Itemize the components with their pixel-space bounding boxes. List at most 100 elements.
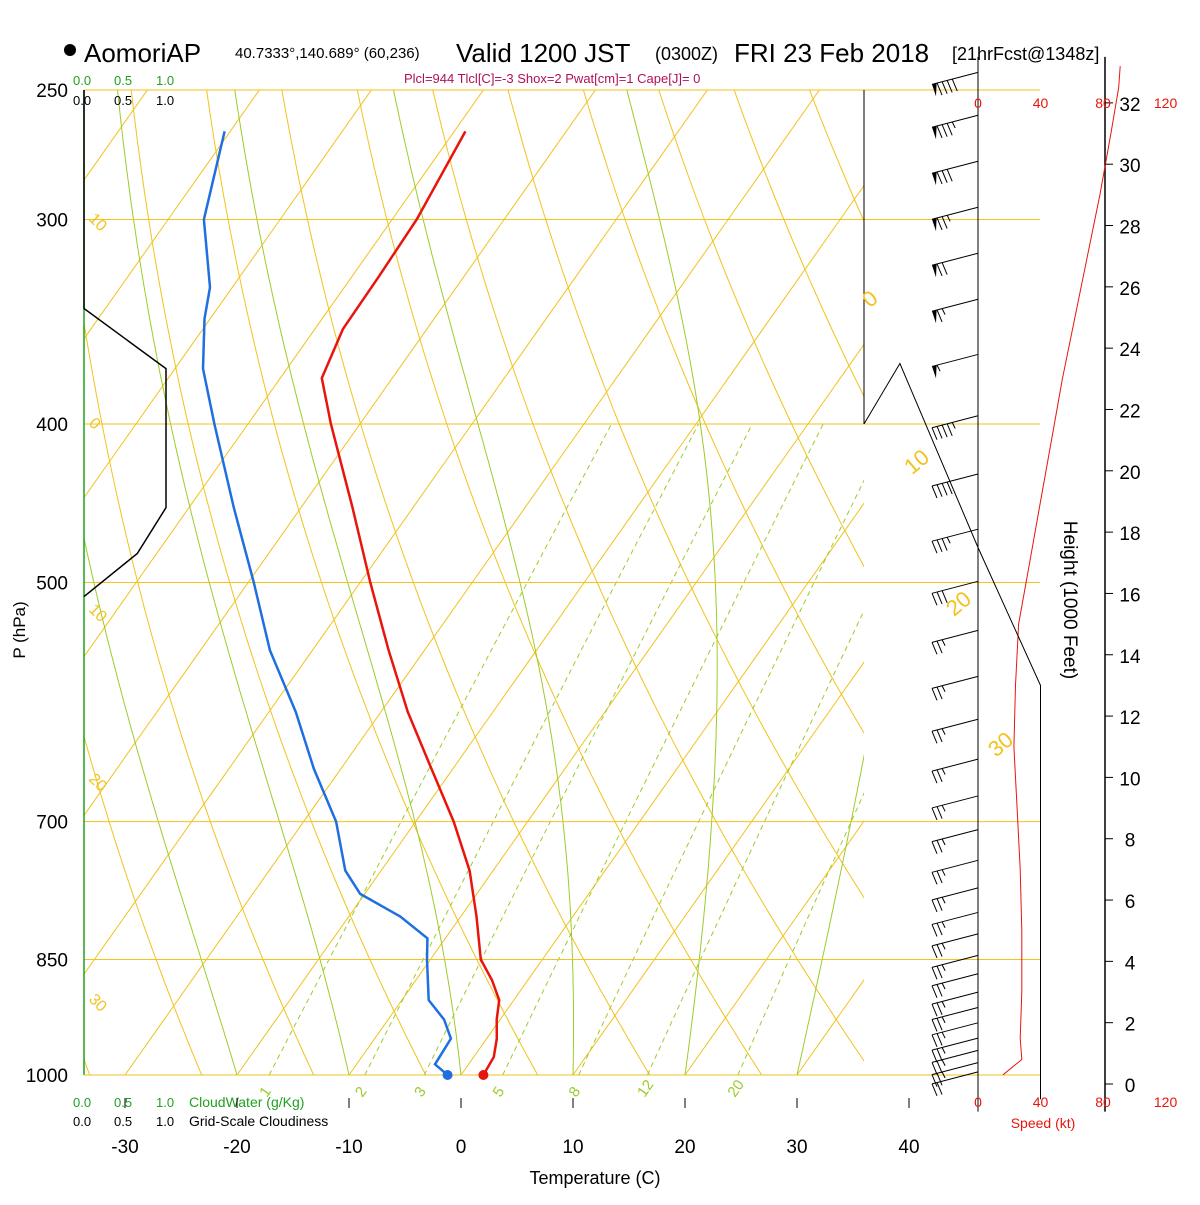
station-coords: 40.7333°,140.689° (60,236): [235, 45, 420, 62]
surface-dewpoint-dot: [443, 1070, 453, 1080]
wind-barb-flag: [942, 425, 947, 437]
isotherm-label-right-0: 0: [857, 285, 882, 312]
x-tick-label-3: 0: [456, 1137, 467, 1158]
wind-barb-halfflag: [942, 897, 945, 903]
wind-barb-flag: [932, 900, 937, 912]
wind-barb-flag: [937, 1049, 942, 1061]
wind-barb: [932, 72, 978, 96]
wind-barb-flag: [947, 80, 952, 92]
wind-barb-halfflag: [942, 640, 945, 646]
wind-barbs: [932, 72, 978, 1096]
wind-barb-staff: [932, 416, 978, 428]
surface-temperature-dot: [478, 1070, 488, 1080]
x-tick-label-7: 40: [898, 1137, 919, 1158]
x-tick-label-6: 30: [786, 1137, 807, 1158]
wind-barb: [932, 830, 978, 854]
wind-barb-flag: [947, 424, 952, 436]
speed-axis-title: Speed (kt): [1011, 1115, 1076, 1131]
cloudiness-tick-top-0: 0.0: [73, 93, 91, 108]
wind-barb-staff: [932, 830, 978, 842]
x-tick-label-2: -10: [335, 1137, 362, 1158]
cloudwater-tick-bottom-1: 0.5: [114, 1095, 132, 1110]
wind-barb: [932, 416, 978, 440]
cloudwater-tick-top-1: 0.5: [114, 73, 132, 88]
height-tick-label-4: 8: [1125, 831, 1136, 852]
wind-barb-flag: [942, 171, 947, 183]
dry-adiabat-label-2: 10: [85, 601, 110, 626]
wind-barb-staff: [932, 676, 978, 688]
wind-barb-halfflag: [942, 768, 945, 774]
wind-barb-pennant: [932, 126, 937, 139]
wind-barb: [932, 529, 978, 553]
cloudiness-tick-bottom-0: 0.0: [73, 1114, 91, 1129]
height-tick-label-1: 2: [1125, 1015, 1136, 1036]
height-tick-label-0: 0: [1125, 1076, 1136, 1097]
wind-barb-flag: [937, 264, 942, 276]
wind-barb-flag: [932, 642, 937, 654]
mixing-ratio-label-20: 20: [724, 1077, 747, 1100]
wind-barb-staff: [932, 161, 978, 173]
wind-barb-flag: [932, 1019, 937, 1031]
wind-barb-pennant: [932, 218, 937, 231]
wind-barb-flag: [952, 79, 957, 91]
mixing-ratio-label-8: 8: [565, 1084, 584, 1101]
wind-barb-halfflag: [942, 943, 945, 949]
wind-barb-flag: [932, 1035, 937, 1047]
wind-barb-staff: [932, 888, 978, 900]
wind-barb-flag: [937, 641, 942, 653]
wind-barb-flag: [932, 541, 937, 553]
cloudiness-tick-top-2: 1.0: [156, 93, 174, 108]
dry-adiabat-label-4: 30: [85, 991, 110, 1016]
wind-barb-flag: [937, 966, 942, 978]
wind-barb-flag: [932, 872, 937, 884]
x-tick-label-5: 20: [674, 1137, 695, 1158]
wind-barb: [932, 1007, 978, 1031]
wind-barb-flag: [942, 263, 947, 275]
wind-barb-flag: [932, 946, 937, 958]
cloudwater-tick-top-0: 0.0: [73, 73, 91, 88]
wind-barb: [932, 115, 978, 139]
wind-barb-flag: [937, 540, 942, 552]
wind-barb-flag: [937, 1018, 942, 1030]
wind-barb: [932, 860, 978, 884]
wind-barb: [932, 354, 978, 378]
wind-barb-staff: [932, 955, 978, 967]
cloudiness-line: [84, 90, 166, 597]
isotherm-label-right-2: 20: [941, 586, 976, 621]
wind-barb-halfflag: [942, 1017, 945, 1023]
wind-barb-flag: [937, 485, 942, 497]
speed-tick-top-0: 0: [974, 95, 982, 111]
pressure-tick-1000: 1000: [26, 1066, 68, 1087]
forecast-info: [21hrFcst@1348z]: [952, 44, 1099, 64]
wind-barb: [932, 796, 978, 820]
isotherm-50: [1021, 90, 1200, 1075]
wind-barb-halfflag: [942, 1032, 945, 1038]
wind-barb-staff: [932, 207, 978, 219]
wind-barb: [932, 934, 978, 958]
wind-barb-staff: [932, 630, 978, 642]
wind-barb-flag: [932, 1050, 937, 1062]
wind-barb-halfflag: [942, 309, 945, 315]
height-tick-label-9: 18: [1119, 524, 1140, 545]
height-tick-label-15: 30: [1119, 156, 1140, 177]
wind-barb-flag: [932, 731, 937, 743]
mixing-ratio-label-5: 5: [489, 1084, 508, 1101]
isotherm-label-right-3: 30: [983, 727, 1018, 762]
wind-barb-flag: [937, 426, 942, 438]
wind-barb-staff: [932, 354, 978, 366]
wind-barb-flag: [937, 840, 942, 852]
y-axis-title: P (hPa): [10, 601, 29, 658]
wind-barb: [932, 253, 978, 277]
wind-barb: [932, 161, 978, 185]
speed-tick-bottom-0: 0: [974, 1094, 982, 1110]
wind-barb-flag: [932, 1004, 937, 1016]
wind-barb-flag: [937, 807, 942, 819]
x-tick-label-1: -20: [223, 1137, 250, 1158]
speed-tick-top-1: 40: [1033, 95, 1049, 111]
wind-barb: [932, 992, 978, 1016]
pressure-tick-850: 850: [36, 951, 68, 972]
cloudwater-tick-bottom-2: 1.0: [156, 1095, 174, 1110]
wind-barb-flag: [932, 967, 937, 979]
wind-barb-flag: [942, 82, 947, 94]
